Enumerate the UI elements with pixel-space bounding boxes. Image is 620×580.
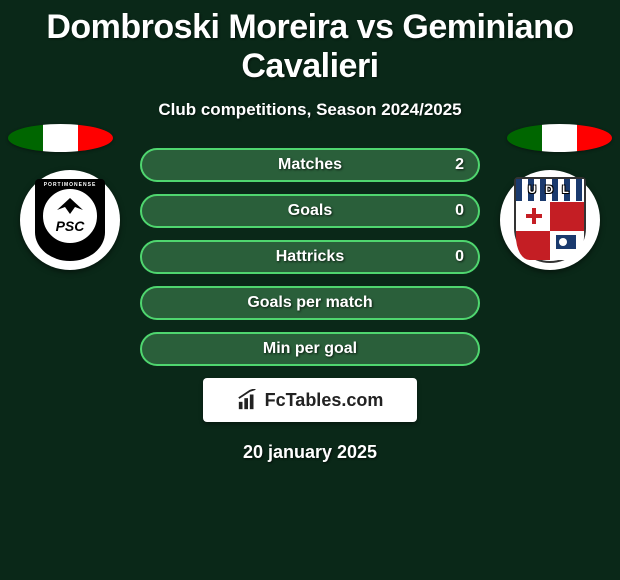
page-title: Dombroski Moreira vs Geminiano Cavalieri (0, 0, 620, 86)
stat-row-min-per-goal: Min per goal (140, 332, 480, 366)
club-badge-right: U D L (500, 170, 600, 270)
stat-label: Hattricks (276, 248, 344, 266)
udl-label: U D L (528, 184, 572, 196)
flag-right (507, 124, 612, 152)
stat-label: Goals (288, 202, 332, 220)
stat-value: 0 (455, 202, 464, 220)
stat-label: Matches (278, 156, 342, 174)
bar-chart-icon (237, 389, 259, 411)
stat-row-goals: Goals 0 (140, 194, 480, 228)
stat-row-matches: Matches 2 (140, 148, 480, 182)
brand-text: FcTables.com (265, 390, 384, 411)
stat-value: 2 (455, 156, 464, 174)
stat-label: Min per goal (263, 340, 357, 358)
date-text: 20 january 2025 (0, 442, 620, 463)
brand-box: FcTables.com (203, 378, 417, 422)
psc-label: PSC (56, 218, 85, 234)
flag-left (8, 124, 113, 152)
stat-label: Goals per match (247, 294, 372, 312)
portimonense-icon: PORTIMONENSE PSC (35, 179, 105, 261)
stat-row-hattricks: Hattricks 0 (140, 240, 480, 274)
stat-value: 0 (455, 248, 464, 266)
stat-row-goals-per-match: Goals per match (140, 286, 480, 320)
eagle-icon (53, 196, 87, 216)
subtitle: Club competitions, Season 2024/2025 (0, 100, 620, 120)
udl-icon: U D L (514, 177, 586, 263)
club-badge-left: PORTIMONENSE PSC (20, 170, 120, 270)
